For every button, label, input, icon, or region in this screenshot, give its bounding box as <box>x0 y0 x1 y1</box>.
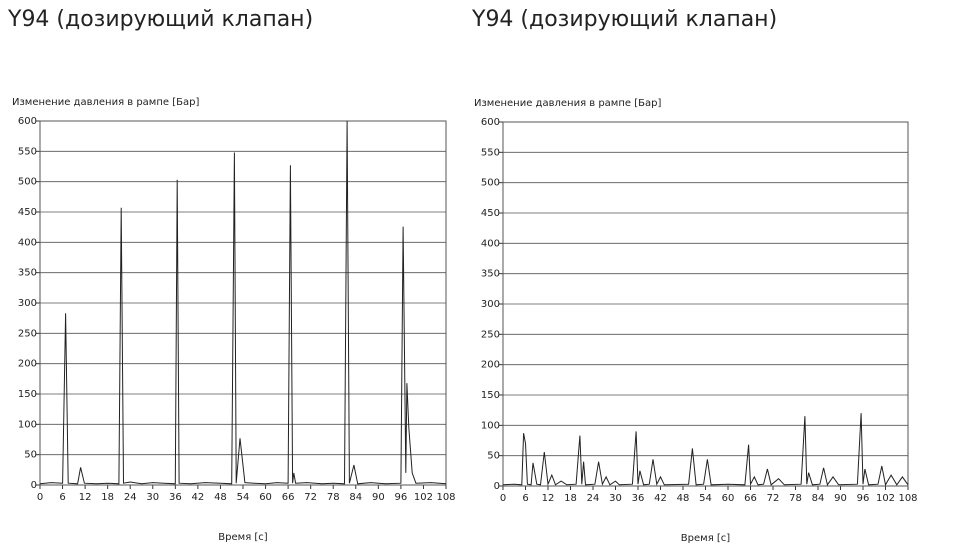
x-tick-label: 30 <box>609 493 622 504</box>
plot-frame <box>502 121 909 487</box>
y-tick-label: 550 <box>481 147 500 158</box>
y-tick-label: 250 <box>481 329 500 340</box>
x-tick-label: 54 <box>699 493 712 504</box>
y-tick-label: 200 <box>481 360 500 371</box>
x-tick-label: 96 <box>395 492 408 503</box>
x-tick-label: 90 <box>834 493 847 504</box>
y-tick-label: 0 <box>494 481 500 492</box>
x-tick-label: 78 <box>789 493 802 504</box>
x-tick-label: 42 <box>192 492 205 503</box>
x-tick-label: 84 <box>349 492 362 503</box>
x-tick-label: 24 <box>124 492 137 503</box>
x-tick-label: 30 <box>146 492 159 503</box>
x-tick-label: 24 <box>587 493 600 504</box>
x-tick-label: 66 <box>282 492 295 503</box>
y-tick-label: 450 <box>481 208 500 219</box>
chart-title: Y94 (дозирующий клапан) <box>7 7 313 32</box>
y-tick-label: 0 <box>31 480 37 491</box>
y-tick-label: 300 <box>18 298 37 309</box>
plot-frame <box>39 120 447 486</box>
y-tick-label: 300 <box>481 299 500 310</box>
x-axis-label: Время [с] <box>218 532 267 543</box>
x-tick-label: 18 <box>101 492 114 503</box>
x-tick-label: 12 <box>542 493 555 504</box>
x-tick-label: 60 <box>722 493 735 504</box>
x-tick-label: 84 <box>812 493 825 504</box>
y-tick-label: 550 <box>18 146 37 157</box>
y-tick-label: 400 <box>18 237 37 248</box>
y-tick-label: 450 <box>18 207 37 218</box>
y-tick-label: 200 <box>18 359 37 370</box>
x-tick-label: 18 <box>564 493 577 504</box>
y-tick-label: 50 <box>487 451 500 462</box>
y-tick-label: 150 <box>18 389 37 400</box>
x-tick-label: 72 <box>767 493 780 504</box>
x-tick-label: 36 <box>169 492 182 503</box>
y-axis-label: Изменение давления в рампе [Бар] <box>12 97 199 108</box>
x-tick-label: 66 <box>744 493 757 504</box>
y-tick-label: 600 <box>18 116 37 127</box>
x-tick-label: 60 <box>259 492 272 503</box>
x-tick-label: 102 <box>876 493 895 504</box>
y-tick-label: 250 <box>18 328 37 339</box>
y-tick-label: 500 <box>18 177 37 188</box>
y-tick-label: 100 <box>481 420 500 431</box>
y-tick-label: 100 <box>18 419 37 430</box>
x-tick-label: 36 <box>632 493 645 504</box>
x-axis-label: Время [с] <box>681 533 730 544</box>
x-tick-label: 42 <box>654 493 667 504</box>
x-tick-label: 72 <box>304 492 317 503</box>
y-tick-label: 350 <box>18 268 37 279</box>
y-tick-label: 50 <box>24 450 37 461</box>
x-tick-label: 6 <box>59 492 65 503</box>
x-tick-label: 6 <box>522 493 528 504</box>
x-tick-label: 48 <box>214 492 227 503</box>
y-tick-label: 500 <box>481 178 500 189</box>
y-tick-label: 600 <box>481 117 500 128</box>
x-tick-label: 78 <box>327 492 340 503</box>
y-tick-label: 150 <box>481 390 500 401</box>
x-tick-label: 0 <box>500 493 506 504</box>
x-tick-label: 108 <box>898 493 917 504</box>
x-tick-label: 102 <box>414 492 433 503</box>
x-tick-label: 54 <box>237 492 250 503</box>
y-tick-label: 400 <box>481 238 500 249</box>
x-tick-label: 96 <box>857 493 870 504</box>
x-tick-label: 48 <box>677 493 690 504</box>
chart-title: Y94 (дозирующий клапан) <box>471 7 777 32</box>
x-tick-label: 90 <box>372 492 385 503</box>
x-tick-label: 0 <box>37 492 43 503</box>
x-tick-label: 12 <box>79 492 92 503</box>
line-series <box>502 413 909 487</box>
x-tick-label: 108 <box>436 492 455 503</box>
y-tick-label: 350 <box>481 269 500 280</box>
line-series <box>39 120 447 485</box>
y-axis-label: Изменение давления в рампе [Бар] <box>474 98 661 109</box>
